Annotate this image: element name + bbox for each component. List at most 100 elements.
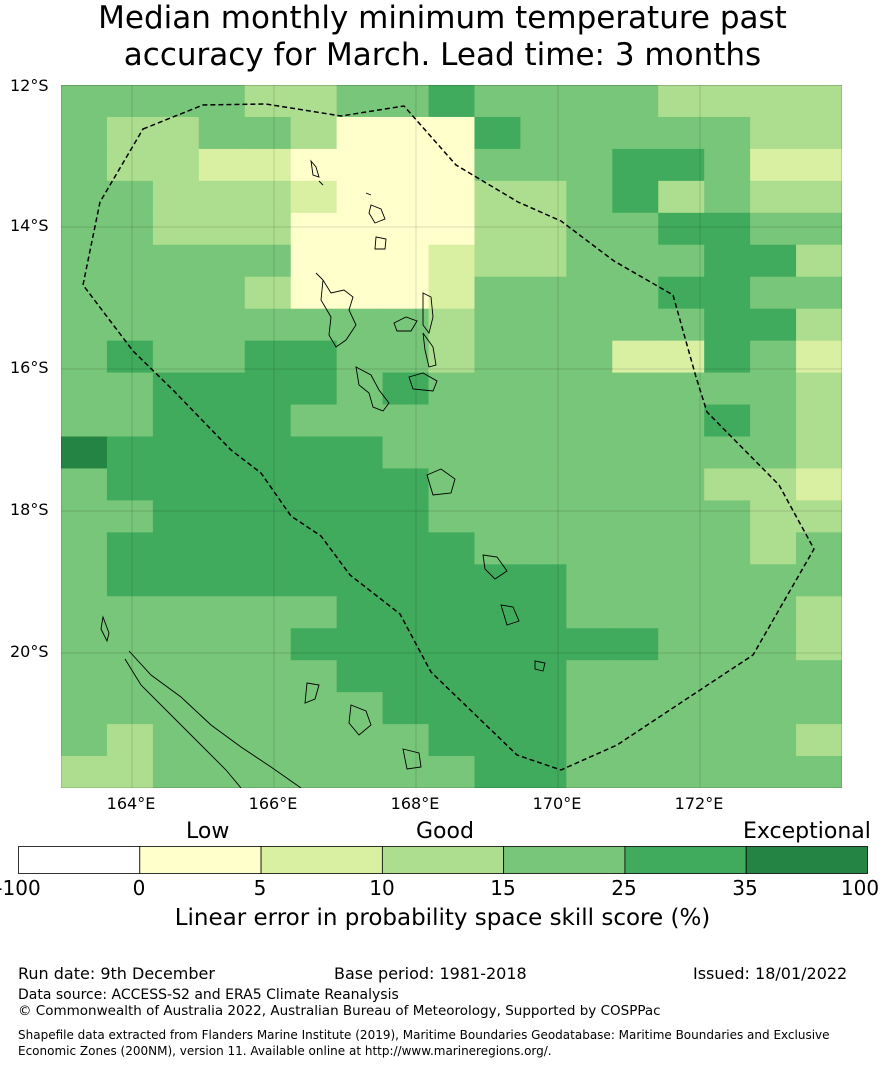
grid-cell	[750, 500, 797, 533]
grid-cell	[566, 596, 613, 629]
grid-cell	[474, 660, 522, 693]
grid-cell	[658, 468, 705, 501]
lat-label-20s: 20°S	[10, 642, 49, 661]
grid-cell	[106, 756, 154, 788]
grid-cell	[704, 756, 751, 788]
grid-cell	[658, 724, 705, 757]
grid-cell	[382, 116, 430, 150]
grid-cell	[290, 500, 338, 533]
grid-cell	[290, 564, 338, 597]
grid-cell	[520, 372, 567, 406]
grid-cell	[106, 244, 154, 278]
grid-cell	[520, 692, 567, 725]
grid-cell	[566, 436, 613, 470]
grid-cell	[612, 148, 659, 182]
grid-cell	[152, 692, 200, 725]
erromango-island	[482, 554, 508, 580]
grid-cell	[382, 372, 430, 406]
colorbar-tick-0: 0	[132, 876, 146, 900]
ambrym-island	[408, 372, 438, 392]
grid-cell	[382, 532, 430, 565]
aneityum-island	[534, 660, 546, 672]
grid-cell	[796, 436, 842, 470]
grid-cell	[428, 532, 476, 565]
grid-cell	[152, 564, 200, 597]
grid-cell	[704, 436, 751, 470]
eez-boundary	[82, 103, 815, 771]
grid-cell	[796, 372, 842, 406]
grid-cell	[474, 692, 522, 725]
grid-cell	[106, 180, 154, 214]
grid-cell	[382, 212, 430, 246]
grid-cell	[704, 116, 751, 150]
grid-cell	[750, 148, 797, 182]
grid-cell	[152, 628, 200, 661]
grid-cell	[336, 180, 384, 214]
grid-cell	[290, 116, 338, 150]
grid-cell	[520, 116, 567, 150]
grid-cell	[796, 85, 842, 118]
grid-cell	[704, 308, 751, 342]
grid-cell	[658, 372, 705, 406]
grid-cell	[474, 212, 522, 246]
grid-cell	[61, 244, 108, 278]
grid-cell	[474, 628, 522, 661]
grid-cell	[520, 532, 567, 565]
grid-cell	[61, 532, 108, 565]
grid-cell	[336, 340, 384, 374]
colorbar-segment	[745, 846, 868, 874]
efate-island	[426, 468, 456, 496]
grid-cell	[520, 308, 567, 342]
grid-cell	[658, 276, 705, 310]
grid-cell	[566, 660, 613, 693]
grid-cell	[704, 724, 751, 757]
grid-cell	[336, 148, 384, 182]
grid-cell	[474, 532, 522, 565]
grid-cell	[244, 116, 292, 150]
shapefile-credit-line-2: Economic Zones (200NM), version 11. Avai…	[18, 1044, 552, 1058]
grid-cell	[566, 148, 613, 182]
grid-cell	[612, 532, 659, 565]
grid-cell	[428, 276, 476, 310]
grid-cell	[106, 212, 154, 246]
grid-cell	[61, 340, 108, 374]
grid-cell	[566, 468, 613, 501]
grid-cell	[428, 372, 476, 406]
grid-cell	[704, 180, 751, 214]
grid-cell	[382, 756, 430, 788]
grid-cell	[704, 85, 751, 118]
run-date: Run date: 9th December	[18, 964, 215, 983]
grid-cell	[244, 372, 292, 406]
copyright: © Commonwealth of Australia 2022, Austra…	[18, 1003, 661, 1019]
colorbar-category-low: Low	[186, 819, 230, 844]
colorbar-tick-5: 5	[253, 876, 267, 900]
grid-cell	[612, 724, 659, 757]
grid-cell	[198, 692, 246, 725]
grid-cell	[704, 500, 751, 533]
colorbar-tick-neg100: -100	[0, 876, 41, 900]
lon-label-168e: 168°E	[390, 794, 440, 813]
grid-cell	[658, 340, 705, 374]
grid-cell	[612, 660, 659, 693]
grid-cell	[382, 692, 430, 725]
grid-cell	[612, 372, 659, 406]
grid-cell	[152, 756, 200, 788]
grid-cell	[704, 340, 751, 374]
grid-cell	[474, 372, 522, 406]
grid-cell	[428, 116, 476, 150]
grid-cell	[61, 372, 108, 406]
grid-cell	[290, 244, 338, 278]
grid-cell	[566, 724, 613, 757]
grid-cell	[290, 692, 338, 725]
loyalty-islands-mare	[402, 748, 422, 770]
grid-cell	[61, 116, 108, 150]
grid-cell	[428, 180, 476, 214]
grid-cell	[750, 340, 797, 374]
grid-cell	[244, 756, 292, 788]
grid-cell	[612, 404, 659, 438]
grid-cell	[750, 244, 797, 278]
grid-cell	[796, 308, 842, 342]
colorbar-tick-100: 100	[840, 876, 880, 900]
grid-cell	[612, 564, 659, 597]
data-source: Data source: ACCESS-S2 and ERA5 Climate …	[18, 987, 399, 1003]
